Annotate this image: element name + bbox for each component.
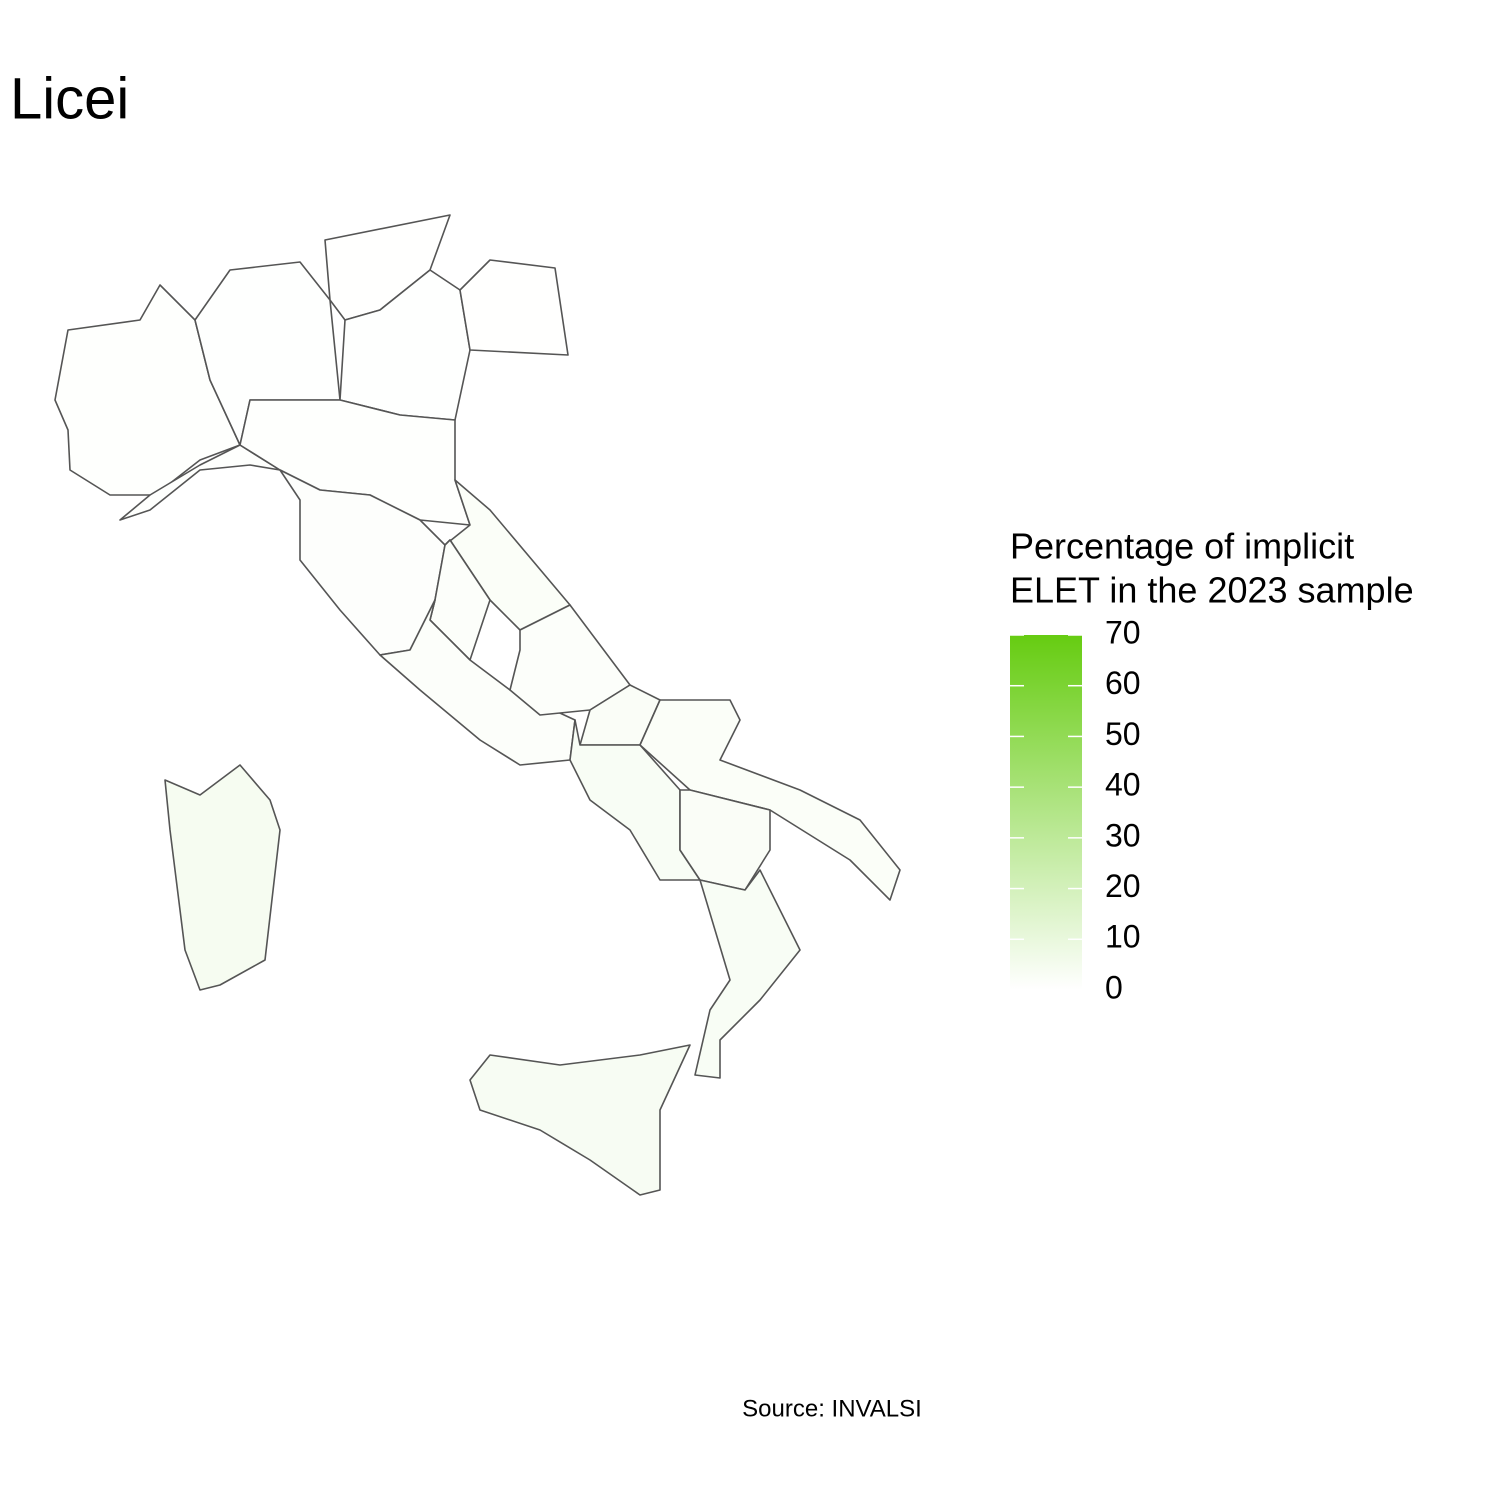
legend-tick-label: 0: [1105, 969, 1123, 1005]
legend-tick-label: 20: [1105, 868, 1141, 904]
legend-tick-label: 70: [1105, 614, 1141, 650]
legend-tick-label: 60: [1105, 665, 1141, 701]
legend-title: Percentage of implicit: [1010, 526, 1354, 567]
map-title: Licei: [10, 66, 129, 131]
legend-tick-label: 10: [1105, 919, 1141, 955]
region: [694, 869, 801, 1079]
legend-tick-label: 40: [1105, 767, 1141, 803]
region: [164, 764, 281, 991]
region: [239, 399, 471, 526]
region: [459, 259, 569, 356]
legend-tick-label: 50: [1105, 716, 1141, 752]
caption: Source: INVALSI: [742, 1395, 922, 1422]
legend-title: ELET in the 2023 sample: [1010, 570, 1414, 611]
region: [469, 1044, 691, 1196]
region: [509, 604, 631, 716]
colorbar: [1010, 635, 1082, 990]
legend-tick-label: 30: [1105, 817, 1141, 853]
